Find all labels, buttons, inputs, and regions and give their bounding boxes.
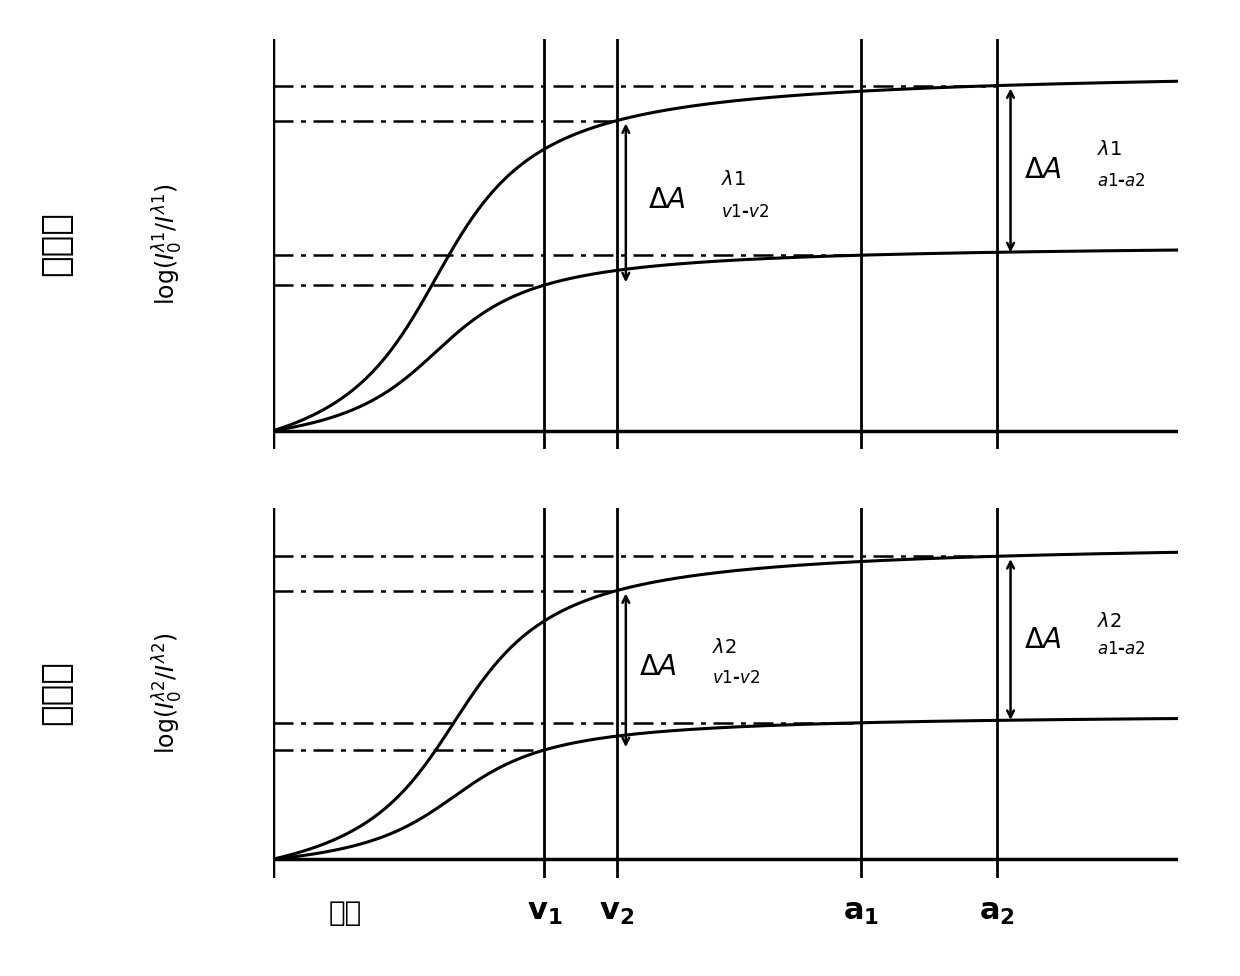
Text: $\lambda2$: $\lambda2$: [1096, 612, 1121, 631]
Text: $\Delta A$: $\Delta A$: [649, 185, 687, 214]
Text: 吸光度: 吸光度: [38, 661, 73, 725]
Text: $\lambda1$: $\lambda1$: [720, 171, 746, 189]
Text: $\lambda2$: $\lambda2$: [712, 638, 737, 658]
Text: $a1$-$a2$: $a1$-$a2$: [1096, 172, 1146, 190]
Text: $a1$-$a2$: $a1$-$a2$: [1096, 640, 1146, 658]
Text: 状态: 状态: [329, 899, 362, 926]
Text: $\lambda1$: $\lambda1$: [1096, 140, 1121, 159]
Text: $\mathbf{a_2}$: $\mathbf{a_2}$: [978, 898, 1016, 927]
Text: $\Delta A$: $\Delta A$: [1024, 626, 1063, 654]
Text: $\mathbf{v_2}$: $\mathbf{v_2}$: [599, 898, 635, 927]
Text: $\log(I_0^{\lambda1}/I^{\lambda1})$: $\log(I_0^{\lambda1}/I^{\lambda1})$: [150, 183, 185, 305]
Text: $\mathbf{v_1}$: $\mathbf{v_1}$: [527, 898, 562, 927]
Text: $\log(I_0^{\lambda2}/I^{\lambda2})$: $\log(I_0^{\lambda2}/I^{\lambda2})$: [150, 632, 185, 753]
Text: $\Delta A$: $\Delta A$: [640, 653, 677, 681]
Text: $\Delta A$: $\Delta A$: [1024, 156, 1063, 184]
Text: $\mathbf{a_1}$: $\mathbf{a_1}$: [843, 898, 879, 927]
Text: $v1$-$v2$: $v1$-$v2$: [720, 203, 769, 221]
Text: 吸光度: 吸光度: [38, 212, 73, 276]
Text: $v1$-$v2$: $v1$-$v2$: [712, 669, 760, 687]
